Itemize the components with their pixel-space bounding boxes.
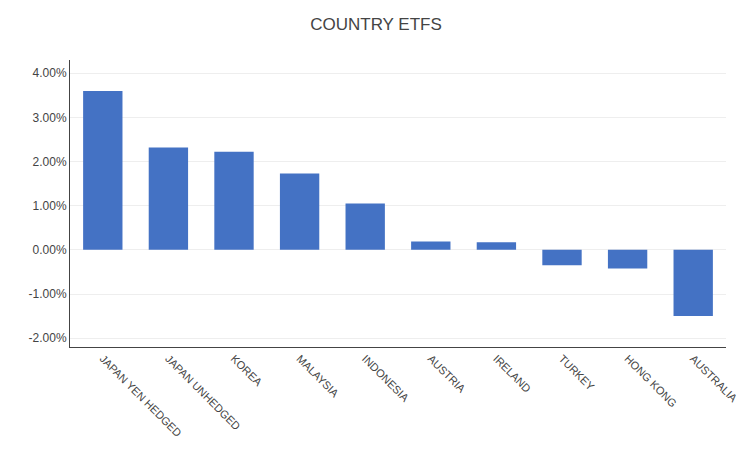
svg-text:-1.00%: -1.00% — [29, 287, 67, 301]
svg-text:1.00%: 1.00% — [33, 199, 67, 213]
svg-text:MALAYSIA: MALAYSIA — [294, 353, 341, 400]
svg-text:4.00%: 4.00% — [33, 66, 67, 80]
svg-text:JAPAN YEN HEDGED: JAPAN YEN HEDGED — [97, 353, 183, 439]
svg-text:HONG KONG: HONG KONG — [622, 353, 679, 410]
svg-text:3.00%: 3.00% — [33, 111, 67, 125]
svg-text:COUNTRY ETFS: COUNTRY ETFS — [310, 15, 442, 34]
svg-text:2.00%: 2.00% — [33, 155, 67, 169]
svg-text:0.00%: 0.00% — [33, 243, 67, 257]
svg-text:KOREA: KOREA — [229, 353, 265, 389]
svg-text:TURKEY: TURKEY — [557, 353, 598, 394]
svg-text:AUSTRIA: AUSTRIA — [425, 353, 468, 396]
svg-text:INDONESIA: INDONESIA — [360, 353, 412, 405]
svg-text:JAPAN UNHEDGED: JAPAN UNHEDGED — [163, 353, 243, 433]
svg-text:-2.00%: -2.00% — [29, 331, 67, 345]
svg-text:AUSTRALIA: AUSTRALIA — [688, 353, 740, 405]
svg-text:IRELAND: IRELAND — [491, 353, 533, 395]
